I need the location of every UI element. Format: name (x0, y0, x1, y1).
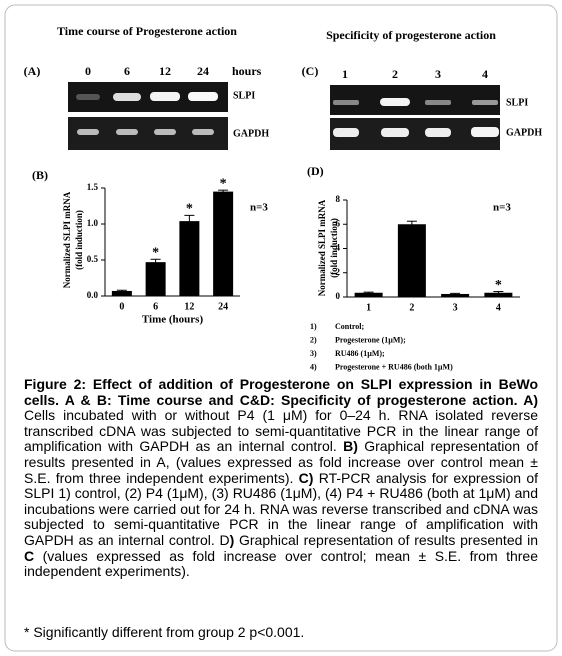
legend-number: 1) (310, 322, 317, 331)
gel (330, 85, 500, 115)
frame (4, 4, 558, 652)
legend-number: 4) (310, 362, 317, 371)
gel-band (150, 92, 180, 101)
row-label: GAPDH (233, 128, 269, 139)
bar (111, 290, 132, 296)
significance-marker: * (220, 176, 227, 191)
gel-band (333, 100, 359, 105)
legend-label: Progesterone + RU486 (both 1µM) (335, 362, 453, 371)
y-axis-label: (fold induction) (329, 218, 339, 278)
caption-run: RT-PCR analysis for expression of SLPI 1… (24, 469, 538, 548)
gel-band (76, 94, 100, 100)
row-label: SLPI (506, 97, 528, 108)
x-tick-label: 12 (184, 301, 194, 312)
y-tick-label: 4 (336, 243, 341, 253)
panel-title: Time course of Progesterone action (57, 24, 237, 38)
bar (354, 292, 383, 297)
lane-label: 4 (482, 67, 488, 81)
x-tick-label: 6 (153, 301, 158, 312)
gel-band (333, 128, 359, 137)
bar (213, 191, 234, 296)
annotation: n=3 (250, 202, 268, 214)
caption-run: (values expressed as fold increase over … (24, 547, 538, 580)
gel-band (425, 100, 451, 105)
y-tick-label: 6 (336, 218, 341, 228)
lane-label: 2 (392, 67, 398, 81)
bar (145, 262, 166, 296)
caption-run: Graphical representation of results pres… (234, 531, 538, 548)
legend-label: Progesterone (1µM); (335, 335, 406, 344)
x-axis-label: Time (hours) (142, 314, 204, 326)
x-tick-label: 1 (366, 302, 371, 313)
y-axis-label: (fold induction) (74, 210, 84, 270)
caption-run: ) (229, 531, 235, 548)
significance-marker: * (495, 278, 502, 293)
x-tick-label: 2 (409, 302, 414, 313)
y-axis-label: Normalized SLPI mRNA (317, 199, 327, 296)
annotation: n=3 (493, 202, 511, 214)
lane-label: 24 (197, 64, 209, 78)
lane-label: 1 (342, 67, 348, 81)
significance-marker: * (152, 245, 159, 260)
gel-band (425, 128, 451, 137)
lane-label: 0 (85, 64, 91, 78)
x-tick-label: 4 (496, 302, 501, 313)
significance-marker: * (186, 202, 193, 217)
caption-note: * Significantly different from group 2 p… (24, 624, 305, 640)
caption-run: C) (298, 469, 314, 486)
panel-label: (B) (32, 168, 48, 182)
x-tick-label: 24 (218, 301, 228, 312)
panel-label: (C) (302, 64, 319, 78)
lane-label: 12 (159, 64, 171, 78)
panel-label: (D) (307, 164, 324, 178)
bar (484, 292, 513, 297)
lane-unit: hours (232, 64, 262, 78)
bar (179, 221, 200, 296)
gel-band (472, 100, 498, 105)
caption-run: Graphical representation of results pres… (24, 438, 538, 486)
panel-label: (A) (24, 64, 41, 78)
gel-band (154, 129, 176, 135)
caption-run: C (24, 547, 35, 564)
gel-band (113, 93, 141, 101)
caption: Figure 2: Effect of addition of Progeste… (24, 376, 538, 580)
y-tick-label: 0 (336, 291, 341, 301)
y-tick-label: 1.0 (87, 218, 99, 228)
lane-label: 6 (124, 64, 130, 78)
x-tick-label: 0 (119, 301, 124, 312)
bar (441, 293, 470, 297)
bar (397, 224, 426, 297)
gel-band (471, 127, 499, 137)
gel-band (116, 129, 138, 135)
row-label: SLPI (233, 90, 255, 101)
gel-band (381, 128, 409, 137)
y-axis-label: Normalized SLPI mRNA (62, 191, 72, 288)
legend-label: RU486 (1µM); (335, 349, 385, 358)
y-tick-label: 0.0 (87, 290, 99, 300)
legend-number: 3) (310, 349, 317, 358)
row-label: GAPDH (506, 127, 542, 138)
gel-band (192, 129, 214, 135)
lane-label: 3 (435, 67, 441, 81)
legend-label: Control; (335, 322, 365, 331)
panel-title: Specificity of progesterone action (326, 28, 496, 42)
x-tick-label: 3 (453, 302, 458, 313)
gel-band (380, 98, 410, 106)
gel-band (188, 92, 218, 101)
y-tick-label: 2 (336, 267, 341, 277)
gel-band (77, 129, 99, 135)
caption-run: Cells incubated with or without P4 (1 μM… (24, 407, 538, 455)
caption-run: Figure 2: Effect of addition of Progeste… (24, 376, 538, 408)
y-tick-label: 8 (336, 194, 341, 204)
caption-run: B) (343, 438, 358, 455)
y-tick-label: 0.5 (87, 254, 99, 264)
y-tick-label: 1.5 (87, 182, 99, 192)
legend-number: 2) (310, 335, 317, 344)
